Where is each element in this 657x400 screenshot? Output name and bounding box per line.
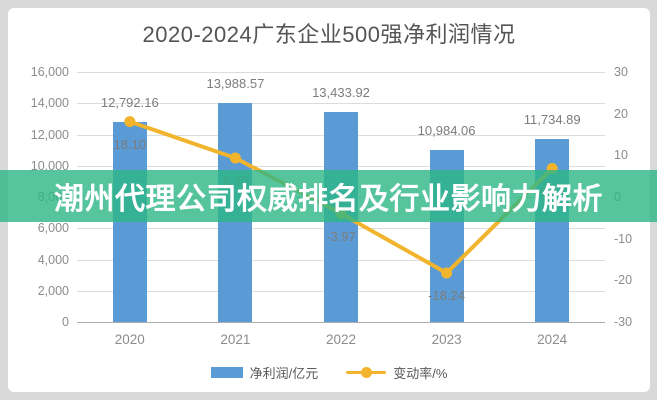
legend-item-change-rate: 变动率/% (346, 363, 447, 382)
bar-value-label: 13,988.57 (206, 76, 265, 92)
overlay-banner: 潮州代理公司权威排名及行业影响力解析 (0, 170, 657, 222)
x-axis-category: 2020 (114, 332, 145, 347)
right-axis-tick: 30 (614, 65, 628, 79)
gridline (77, 103, 605, 105)
bar-value-label: 12,792.16 (100, 95, 159, 111)
left-axis-tick: 14,000 (30, 96, 69, 111)
x-axis-category: 2024 (537, 332, 568, 347)
right-axis-tick: 20 (614, 106, 628, 121)
line-value-label: 18.10 (113, 136, 147, 152)
legend-item-net-profit: 净利润/亿元 (210, 363, 319, 382)
line-value-label: -18.24 (428, 288, 466, 303)
line-swatch-dot (360, 366, 372, 378)
legend-label-change-rate: 变动率/% (393, 365, 448, 381)
line-series-swatch-icon (346, 366, 387, 378)
chart-title: 2020-2024广东企业500强净利润情况 (142, 22, 516, 47)
right-axis-tick: 10 (614, 148, 628, 163)
left-axis-tick: 12,000 (30, 127, 69, 142)
trend-point-2020 (124, 116, 136, 128)
left-axis-tick: 6,000 (37, 221, 69, 236)
right-axis-tick: -20 (614, 273, 633, 288)
left-axis-tick: 0 (62, 315, 69, 329)
bar-2020 (112, 122, 147, 322)
bar-value-label: 11,734.89 (523, 111, 581, 127)
right-axis-tick: -10 (614, 231, 633, 246)
x-axis-category: 2023 (431, 332, 462, 347)
x-axis-line (77, 322, 605, 323)
bar-series-swatch-icon (210, 366, 243, 378)
left-axis-tick: 10,000 (30, 158, 69, 173)
overlay-banner-text: 潮州代理公司权威排名及行业影响力解析 (54, 183, 603, 216)
gridline (77, 72, 605, 73)
legend-label-net-profit: 净利润/亿元 (249, 365, 319, 381)
line-value-label: -3.97 (326, 228, 356, 244)
bar-value-label: 10,984.06 (417, 123, 476, 139)
x-axis-category: 2022 (325, 332, 357, 347)
legend: 净利润/亿元 变动率/% (8, 362, 650, 382)
trend-point-2021 (229, 152, 241, 164)
left-axis-tick: 16,000 (30, 65, 69, 79)
x-axis-category: 2021 (220, 332, 251, 347)
left-axis-tick: 4,000 (37, 252, 69, 267)
right-axis-tick: -30 (614, 315, 633, 329)
trend-point-2023 (441, 267, 453, 279)
bar-value-label: 13,433.92 (312, 85, 370, 101)
left-axis-tick: 2,000 (37, 283, 69, 298)
